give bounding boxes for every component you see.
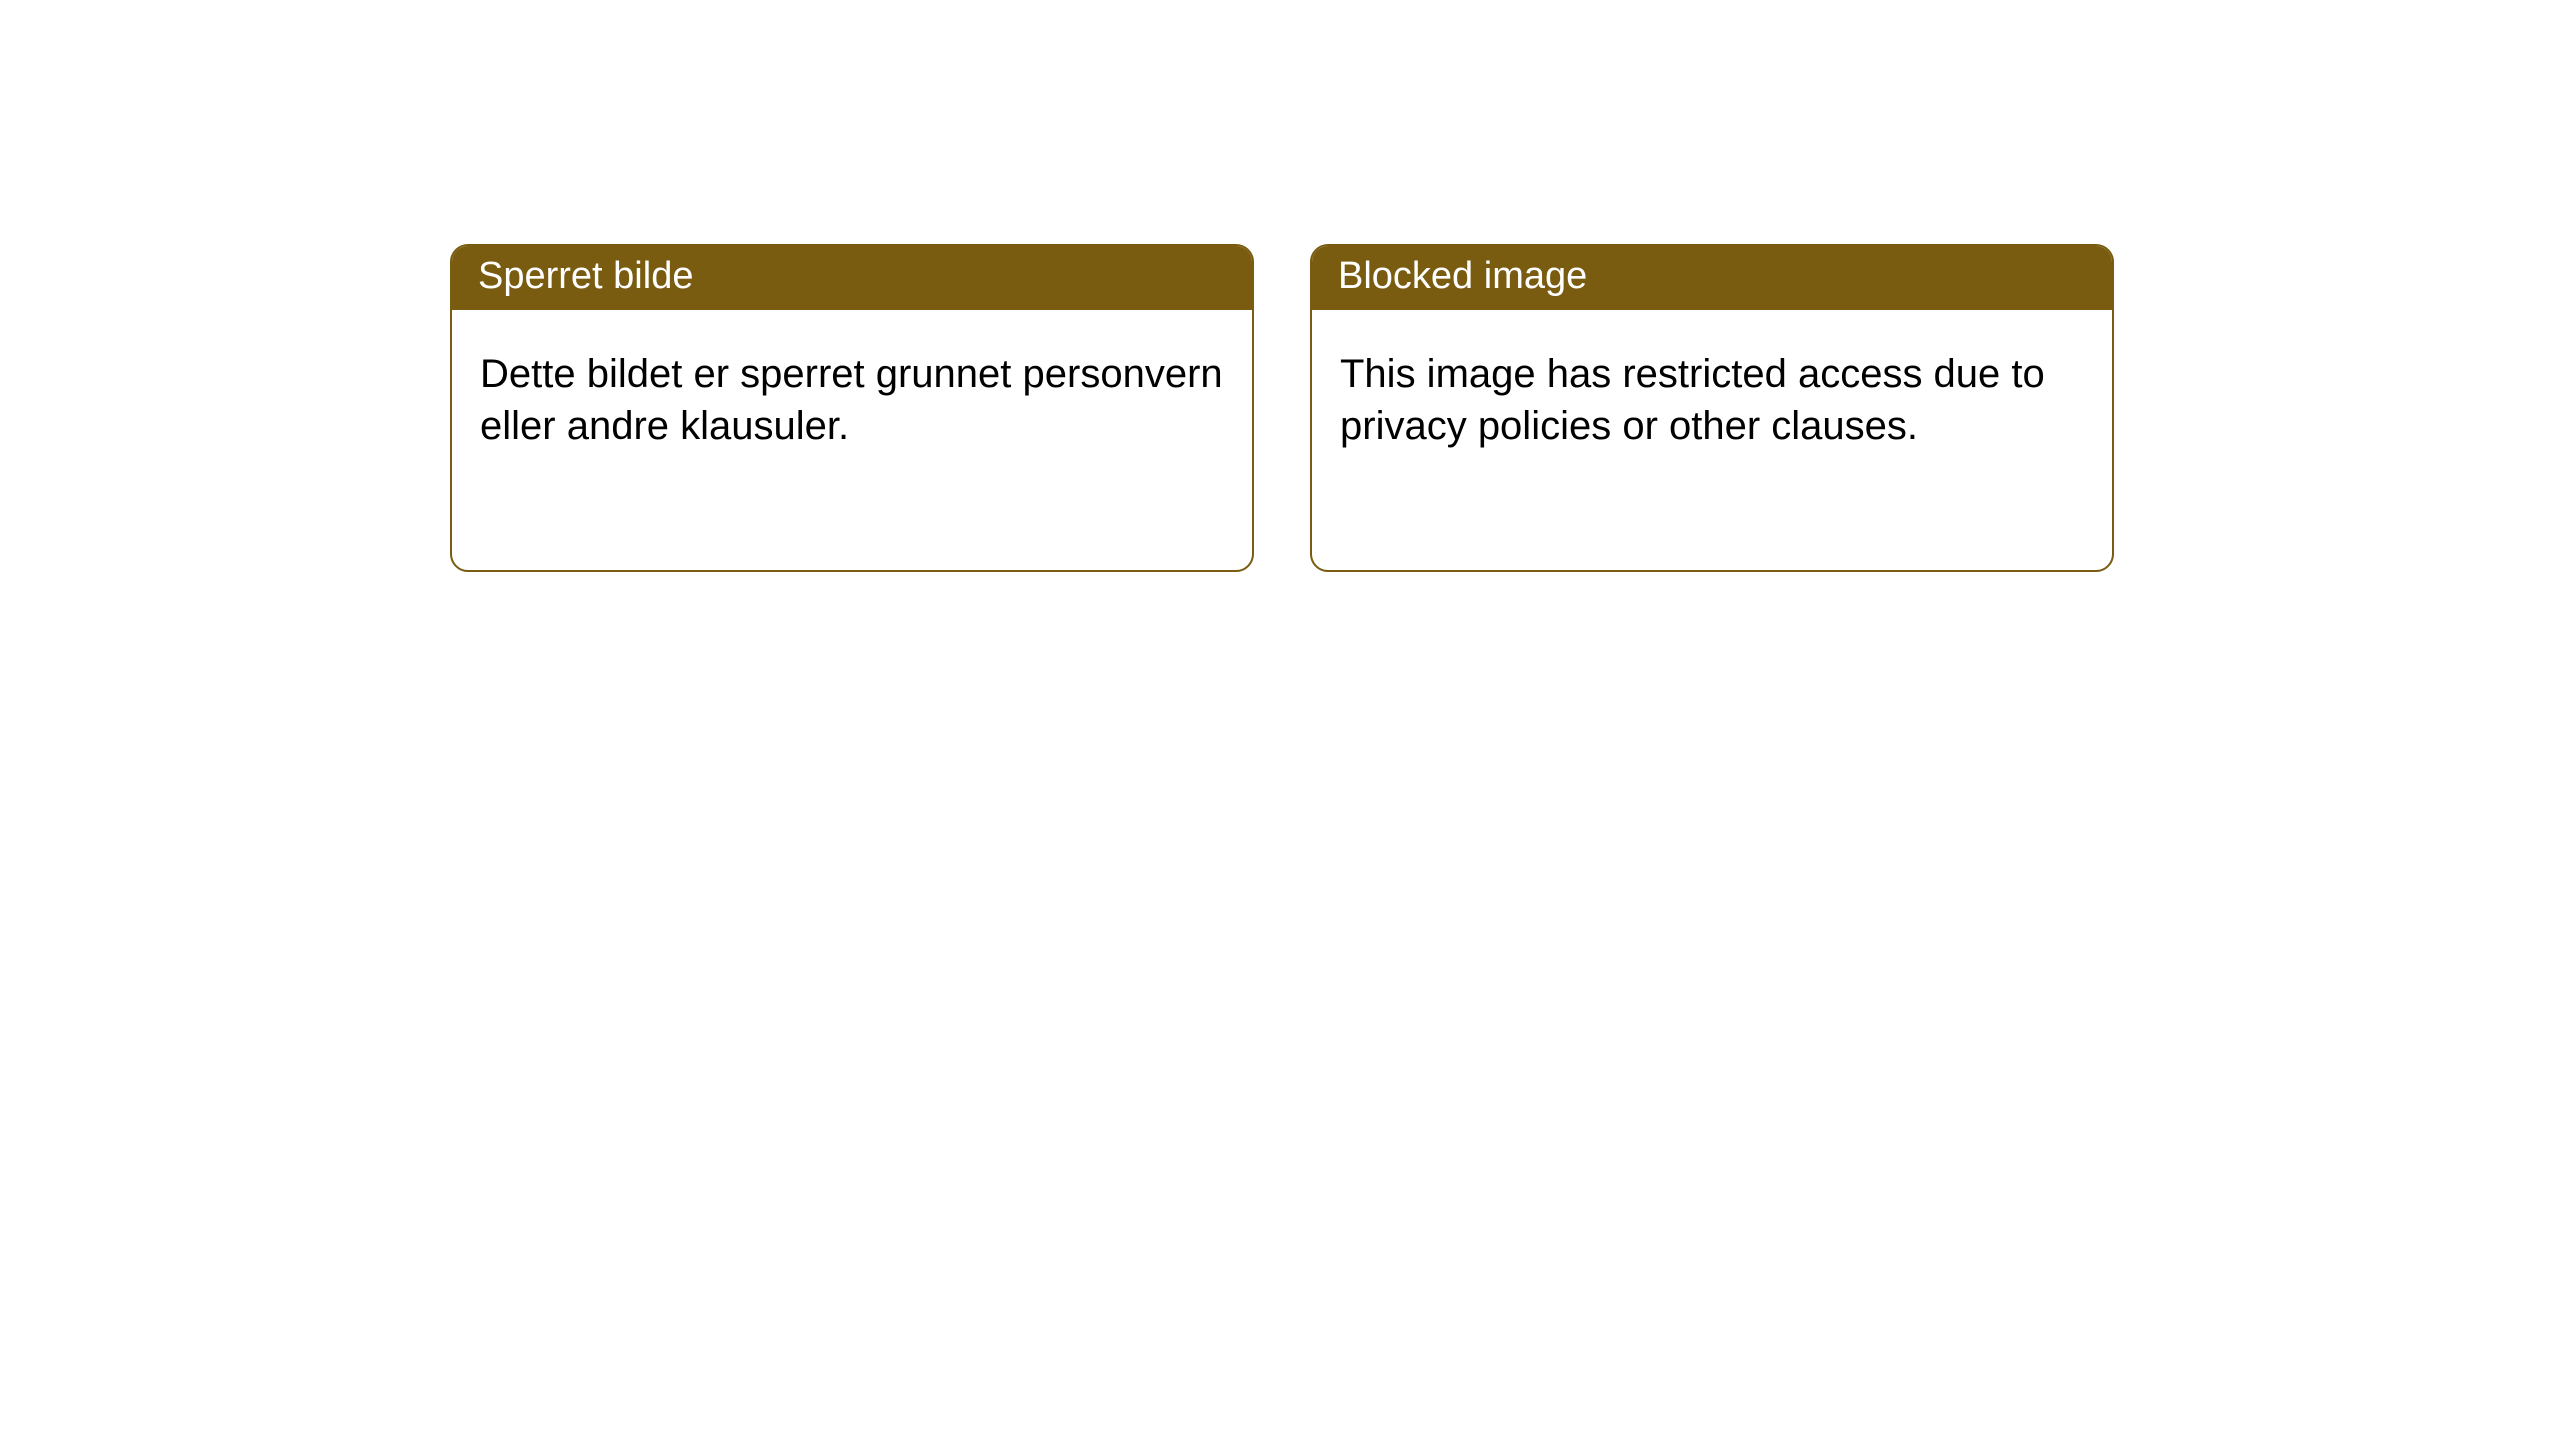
notice-title: Blocked image (1338, 255, 1587, 297)
notice-header: Blocked image (1312, 246, 2112, 310)
notice-card-english: Blocked image This image has restricted … (1310, 244, 2114, 572)
notice-message: Dette bildet er sperret grunnet personve… (480, 352, 1223, 448)
notice-header: Sperret bilde (452, 246, 1252, 310)
notice-body: This image has restricted access due to … (1312, 310, 2112, 570)
notice-card-norwegian: Sperret bilde Dette bildet er sperret gr… (450, 244, 1254, 572)
notice-body: Dette bildet er sperret grunnet personve… (452, 310, 1252, 570)
notice-message: This image has restricted access due to … (1340, 352, 2045, 448)
notice-container: Sperret bilde Dette bildet er sperret gr… (450, 244, 2114, 572)
notice-title: Sperret bilde (478, 255, 693, 297)
